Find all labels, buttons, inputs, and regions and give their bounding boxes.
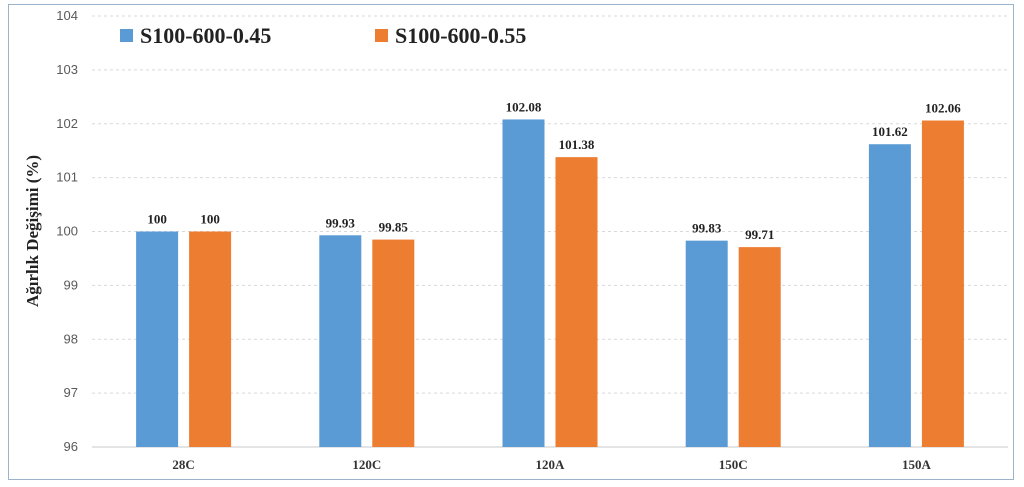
data-label: 102.06 [925, 101, 961, 116]
x-axis-categories: 28C 120C 120A 150C 150A [172, 457, 931, 472]
bar-S100-600-0.45-28C [136, 231, 179, 447]
legend-swatch [375, 29, 388, 42]
bar-S100-600-0.55-150A [921, 120, 964, 447]
data-label: 99.71 [745, 227, 774, 242]
legend-swatch [120, 29, 133, 42]
y-axis-ticks: 96 97 98 99 100 101 102 103 104 [56, 8, 78, 454]
y-tick-label: 101 [56, 170, 78, 185]
x-tick-label: 150A [902, 457, 932, 472]
data-label: 100 [147, 212, 167, 227]
legend-entry: S100-600-0.55 [395, 23, 526, 48]
y-tick-label: 99 [64, 277, 78, 292]
y-tick-label: 100 [56, 224, 78, 239]
bar-S100-600-0.45-150C [685, 240, 728, 447]
legend: S100-600-0.45 S100-600-0.55 [120, 23, 526, 48]
bar-S100-600-0.55-28C [189, 231, 232, 447]
y-tick-label: 103 [56, 62, 78, 77]
y-tick-label: 98 [64, 331, 78, 346]
y-axis-label: Ağırlık Değişimi (%) [23, 155, 42, 307]
data-label: 99.83 [692, 221, 722, 236]
data-label: 99.85 [379, 220, 409, 235]
legend-entry: S100-600-0.45 [140, 23, 271, 48]
bar-S100-600-0.55-150C [738, 247, 781, 447]
data-label: 101.38 [559, 137, 595, 152]
y-tick-label: 97 [64, 385, 78, 400]
data-label: 100 [200, 212, 220, 227]
x-tick-label: 150C [719, 457, 748, 472]
data-label: 101.62 [872, 124, 908, 139]
bar-S100-600-0.45-120A [502, 119, 545, 447]
data-label: 102.08 [506, 99, 542, 114]
bar-S100-600-0.45-120C [319, 235, 362, 447]
bar-S100-600-0.55-120C [372, 239, 415, 447]
gridlines [92, 15, 1008, 394]
x-tick-label: 120A [536, 457, 566, 472]
bars [136, 119, 964, 447]
data-label: 99.93 [326, 215, 356, 230]
bar-S100-600-0.45-150A [868, 144, 911, 447]
y-tick-label: 104 [56, 8, 78, 23]
x-tick-label: 120C [352, 457, 381, 472]
bar-S100-600-0.55-120A [555, 157, 598, 447]
x-tick-label: 28C [172, 457, 194, 472]
y-tick-label: 102 [56, 116, 78, 131]
data-labels: 100 100 99.93 99.85 102.08 101.38 99.83 99.71 10… [147, 99, 961, 242]
y-tick-label: 96 [64, 439, 78, 454]
